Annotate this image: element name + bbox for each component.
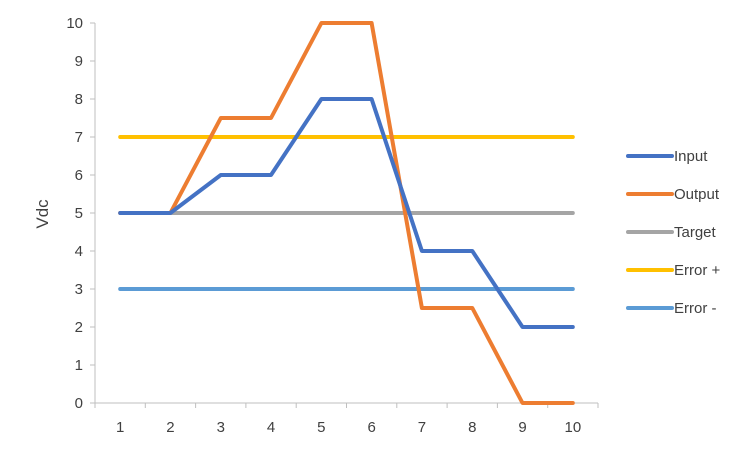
x-tick-label: 9	[518, 419, 526, 436]
x-tick-label: 7	[418, 419, 426, 436]
legend-label-input: Input	[674, 148, 708, 165]
y-tick-label: 4	[75, 243, 83, 260]
series-line-output	[118, 21, 575, 405]
legend-label-error: Error +	[674, 262, 721, 279]
x-tick-labels: 1 2 3 4 5 6 7 8 9 10	[116, 419, 581, 436]
legend-label-target: Target	[674, 224, 717, 241]
legend: Input Output Target Error + Error -	[626, 148, 721, 317]
y-tick-label: 0	[75, 395, 83, 412]
y-axis-title: Vdc	[33, 199, 52, 229]
y-tick-label: 1	[75, 357, 83, 374]
x-tick-label: 6	[367, 419, 375, 436]
legend-label-error: Error -	[674, 300, 717, 317]
y-tick-labels: 0 1 2 3 4 5 6 7 8 9 10	[66, 15, 83, 412]
series-line-input	[118, 97, 575, 329]
y-tick-label: 7	[75, 129, 83, 146]
axes	[90, 22, 599, 408]
x-tick-label: 4	[267, 419, 275, 436]
series-lines	[118, 21, 575, 405]
x-tick-label: 10	[565, 419, 582, 436]
y-tick-label: 10	[66, 15, 83, 32]
x-tick-label: 5	[317, 419, 325, 436]
x-tick-label: 1	[116, 419, 124, 436]
y-tick-label: 5	[75, 205, 83, 222]
legend-label-output: Output	[674, 186, 720, 203]
y-tick-label: 2	[75, 319, 83, 336]
y-tick-label: 9	[75, 53, 83, 70]
x-tick-label: 2	[166, 419, 174, 436]
x-tick-label: 8	[468, 419, 476, 436]
y-tick-label: 8	[75, 91, 83, 108]
y-tick-label: 6	[75, 167, 83, 184]
x-tick-label: 3	[217, 419, 225, 436]
y-tick-label: 3	[75, 281, 83, 298]
